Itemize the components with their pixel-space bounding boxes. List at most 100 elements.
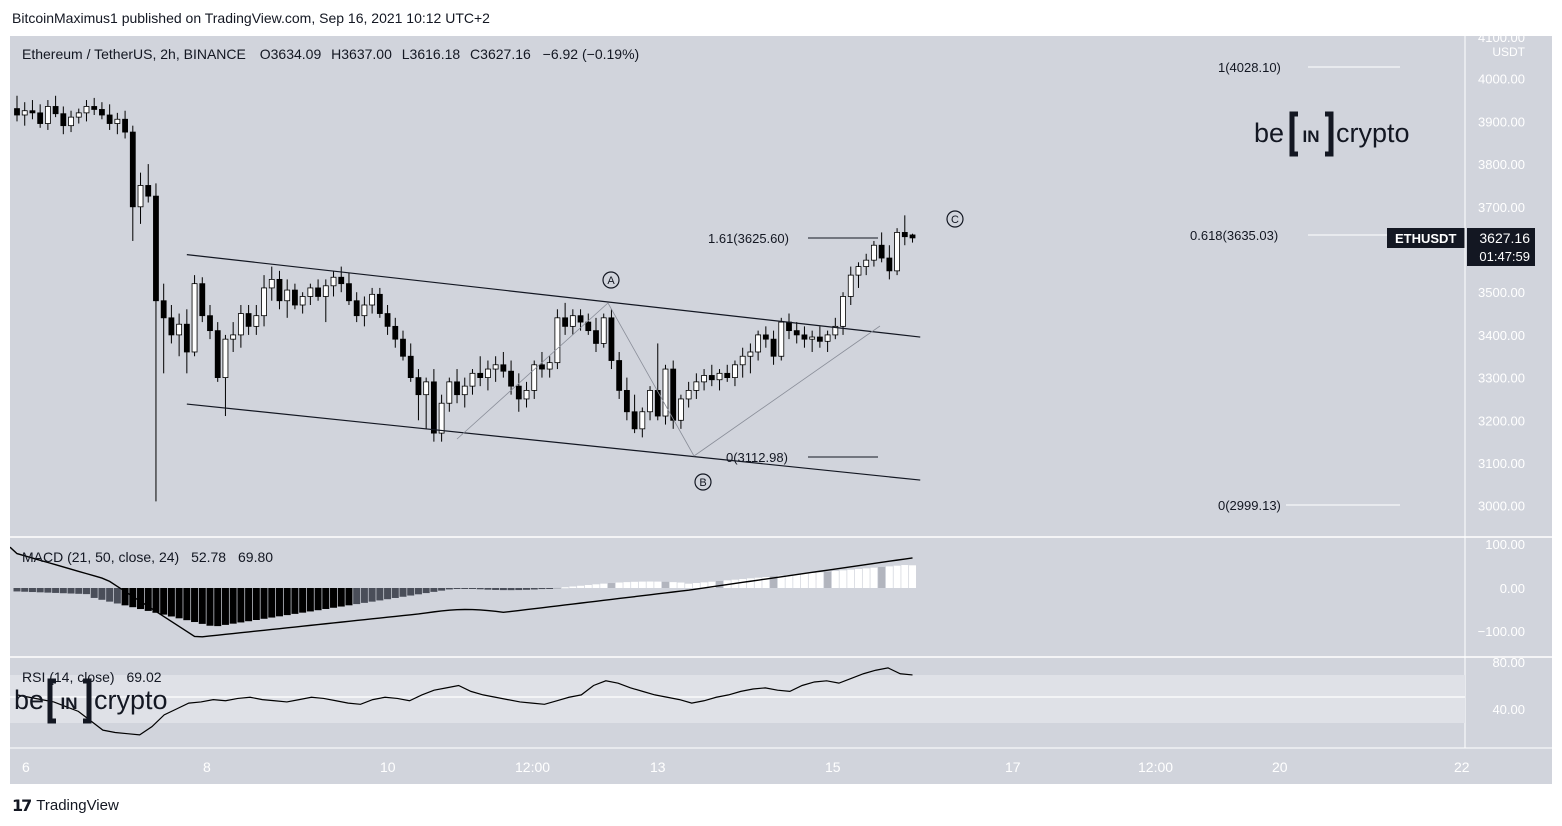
wave-b-marker[interactable]: B [694,473,712,491]
candle-body [469,372,476,387]
macd-hist-bar [785,575,793,588]
macd-tick-neg100: −100.00 [1478,624,1525,639]
candle-body [616,360,623,391]
time-tick-label: 22 [1454,759,1470,775]
candle-body [778,321,785,357]
macd-hist-bar [854,569,862,588]
macd-hist-bar [461,588,469,589]
candle-body [523,390,530,400]
candle-body [716,372,723,381]
macd-hist-bar [345,588,353,606]
candle-body [376,293,383,314]
candle-body [52,106,59,115]
macd-hist-bar [368,588,376,602]
candle-body [83,106,90,114]
macd-hist-bar [708,581,716,588]
wave-c-marker[interactable]: C [946,210,964,228]
time-tick-label: 8 [203,759,211,775]
candle-body [454,381,460,396]
macd-hist-bar [82,588,90,595]
channel-lower-line[interactable] [186,403,921,481]
candle-body [886,257,893,272]
candle-body [832,325,839,336]
candle-body [840,296,846,327]
channel-upper-line[interactable] [186,254,921,338]
candle-body [106,114,113,124]
candle-body [114,118,121,124]
candle-body [647,390,653,413]
candle-body [384,313,391,327]
macd-hist-bar [492,588,500,590]
macd-hist-bar [306,588,314,612]
beincrypto-logo: be IN crypto [1254,111,1410,157]
header-bar: BitcoinMaximus1 published on TradingView… [0,0,1562,36]
macd-hist-bar [260,588,268,619]
rsi-pane[interactable]: RSI (14, close) 69.02 be IN crypto 80.00… [10,655,1525,736]
macd-hist-bar [654,581,662,588]
macd-hist-bar [600,583,608,588]
macd-hist-bar [59,588,67,594]
candle-body [693,381,700,391]
macd-hist-bar [175,588,183,619]
macd-hist-bar [160,588,168,615]
fib-0-label: 0(2999.13) [1218,498,1281,513]
price-tag[interactable]: ETHUSDT 3627.16 01:47:59 [1387,228,1535,266]
candle-body [14,108,20,116]
price-tick-label: 3200.00 [1478,413,1525,428]
macd-hist-bar [901,565,909,588]
candle-body [531,364,538,391]
macd-hist-bar [909,565,917,588]
macd-hist-bar [484,588,492,590]
rsi-brand-watermark: be IN crypto [14,678,168,724]
macd-pane[interactable]: MACD (21, 50, close, 24) 52.78 69.80 100… [9,537,1525,639]
fib-0618-label: 0.618(3635.03) [1190,228,1278,243]
chart-svg[interactable]: 1(4028.10) 0.618(3635.03) 0(2999.13) 1.6… [9,30,1553,784]
macd-hist-bar [839,570,847,588]
macd-hist-bar [299,588,307,613]
price-tick-label: 3700.00 [1478,200,1525,215]
macd-hist-bar [28,588,36,593]
rsi-value: 69.02 [126,669,161,685]
macd-value-2: 69.80 [238,549,273,565]
candle-body [793,330,800,336]
wave-a-marker[interactable]: A [602,271,620,289]
macd-hist-bar [777,575,785,588]
candle-body [500,364,507,372]
macd-hist-bar [430,588,438,592]
tradingview-footer[interactable]: 17 TradingView [12,796,119,815]
brand-in: IN [1303,127,1320,146]
candle-body [770,338,777,357]
rsi-brand-be: be [14,685,44,715]
candle-body [160,300,167,319]
time-tick-label: 13 [650,759,666,775]
candle-body [176,323,183,336]
candle-body [222,338,229,379]
macd-hist-bar [360,588,368,603]
macd-hist-bar [167,588,175,617]
main-pane[interactable]: 1(4028.10) 0.618(3635.03) 0(2999.13) 1.6… [14,30,1553,536]
price-tick-label: 4100.00 [1478,36,1525,45]
macd-hist-bar [538,588,546,590]
macd-hist-bar [206,588,214,626]
candle-body [762,334,769,340]
time-axis[interactable]: 6 8 10 12:00 13 15 17 12:00 20 22 [22,759,1470,775]
candle-body [593,330,599,344]
candle-body [299,296,306,306]
candle-body [214,330,221,379]
price-axis[interactable]: 4100.004000.003900.003800.003700.003600.… [1478,30,1525,514]
macd-hist-bar [376,588,384,601]
macd-hist-bar [561,587,569,589]
macd-hist-bar [569,586,577,588]
price-tick-label: 4000.00 [1478,72,1525,87]
chart-area[interactable]: 1(4028.10) 0.618(3635.03) 0(2999.13) 1.6… [9,30,1553,784]
macd-hist-bar [793,574,801,588]
candle-body [747,351,754,357]
macd-hist-bar [893,565,901,588]
macd-hist-bar [754,577,762,588]
candle-body [871,244,877,261]
macd-hist-bar [330,588,338,608]
macd-hist-bar [878,567,886,588]
candle-body [901,232,908,238]
candle-body [292,289,298,306]
macd-tick-0: 0.00 [1500,581,1525,596]
